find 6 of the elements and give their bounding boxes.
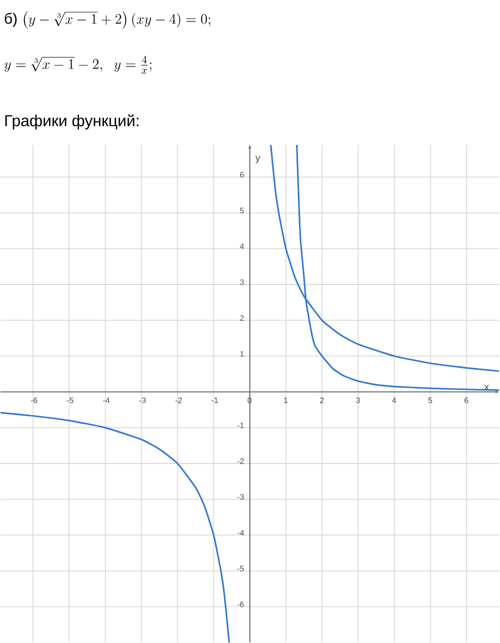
text: $\left(y-\sqrt[3]{x-1}+2\right)(xy-4)=0;$: [24, 11, 210, 29]
text: б): [5, 12, 17, 27]
chart-title: Графики функций:: [6, 114, 139, 130]
x-axis-title: x: [484, 384, 490, 390]
text: $y=\sqrt[3]{x-1}-2,\ \ y=\frac{4}{x};$: [4, 56, 152, 74]
y-axis-title: y: [256, 156, 260, 164]
